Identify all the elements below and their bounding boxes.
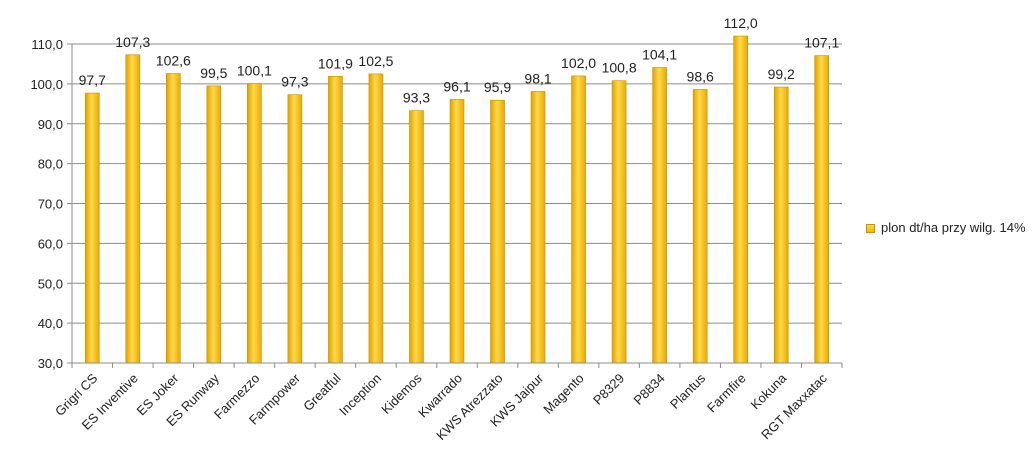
legend-swatch [866,224,875,233]
data-label: 98,6 [687,68,714,84]
data-label: 107,1 [804,35,839,51]
bar [449,99,465,364]
bar [652,67,667,364]
bar [206,85,222,364]
bar [733,35,748,364]
y-tick-label: 40,0 [38,316,63,331]
bars [84,35,830,364]
bar [409,110,424,364]
bar [692,89,708,364]
legend-label: plon dt/ha przy wilg. 14% [881,220,1026,235]
bar [490,99,505,364]
bar [611,80,627,364]
x-tick-label: P8329 [590,371,627,408]
data-label: 101,9 [318,55,353,71]
bar [84,92,100,364]
bar [247,83,262,364]
data-label: 104,1 [642,47,677,63]
bar [773,86,789,364]
x-tick-label: Farmfire [704,371,749,416]
data-label: 112,0 [724,15,758,31]
data-label: 99,2 [768,66,795,82]
y-tick-label: 60,0 [38,236,63,251]
bar [125,54,141,364]
data-label: 97,3 [281,74,308,90]
data-label: 102,6 [156,53,191,69]
data-labels: 97,7 107,3 102,6 99,5 100,1 97,3 101,9 102,5 93,… [79,15,840,106]
x-tick-label: Magento [540,371,586,417]
y-tick-label: 80,0 [38,157,63,172]
y-tick-label: 50,0 [38,276,63,291]
y-tick-label: 90,0 [38,117,63,132]
data-label: 107,3 [115,34,150,50]
data-label: 100,8 [602,60,637,76]
bar [328,75,343,364]
bar [571,75,586,364]
bar [814,55,830,364]
y-tick-label: 100,0 [30,77,63,92]
data-label: 102,5 [358,53,393,69]
x-tick-label: Plantus [667,370,709,412]
x-tick-label: P8834 [631,371,668,408]
bar [287,94,303,364]
data-label: 95,9 [484,79,511,95]
bar [530,91,546,364]
y-tick-label: 30,0 [38,356,63,371]
y-tick-label: 110,0 [31,37,63,52]
data-label: 93,3 [403,90,430,106]
data-label: 98,1 [524,70,551,86]
x-tick-label: Inception [336,371,384,419]
data-label: 99,5 [200,65,227,81]
data-label: 96,1 [443,78,470,94]
data-label: 100,1 [237,62,272,78]
bar [368,73,384,364]
data-label: 102,0 [561,55,596,71]
data-label: 97,7 [79,72,106,88]
y-axis: 30,0 40,0 50,0 60,0 70,0 80,0 90,0 100,0 110,0 [30,37,73,371]
legend: plon dt/ha przy wilg. 14% [866,219,1036,236]
y-tick-label: 70,0 [38,197,63,212]
bar [166,73,181,364]
